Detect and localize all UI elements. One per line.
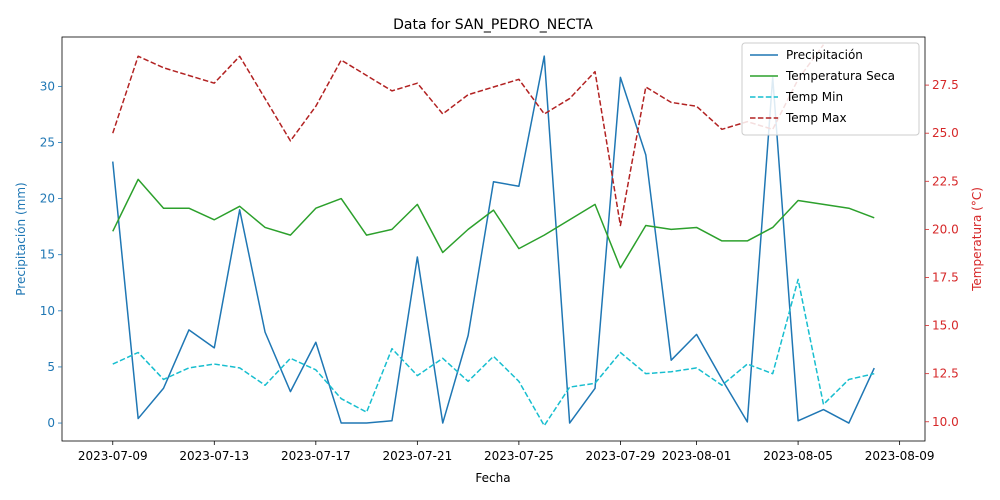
- series-line-1: [112, 178, 875, 269]
- y-right-tick-label: 20.0: [932, 222, 959, 236]
- y-left-tick-label: 25: [40, 135, 55, 149]
- x-tick-label: 2023-07-13: [179, 449, 249, 463]
- legend: Precipitación Temperatura Seca Temp Min Tem…: [741, 42, 920, 136]
- plot-area: 2023-07-09 2023-07-13 2023-07-17 2023-07-21…: [40, 36, 959, 463]
- y-right-tick-label: 25.0: [932, 126, 959, 140]
- y-right-tick-label: 15.0: [932, 319, 959, 333]
- y-right-tick-label: 22.5: [932, 174, 959, 188]
- y-left-tick-label: 5: [47, 360, 55, 374]
- y-left-tick-label: 20: [40, 192, 55, 206]
- series-line-3: [112, 44, 825, 227]
- x-axis-title: Fecha: [475, 471, 510, 485]
- x-tick-label: 2023-07-25: [484, 449, 554, 463]
- legend-box: [741, 42, 920, 136]
- x-tick-label: 2023-08-09: [865, 449, 935, 463]
- x-tick-label: 2023-08-05: [763, 449, 833, 463]
- legend-label-0: Precipitación: [786, 48, 863, 62]
- y-right-tick-label: 12.5: [932, 367, 959, 381]
- y-axis-right-title: Temperatura (°C): [970, 187, 984, 292]
- x-tick-label: 2023-08-01: [662, 449, 732, 463]
- x-tick-label: 2023-07-09: [78, 449, 148, 463]
- legend-label-1: Temperatura Seca: [785, 69, 895, 83]
- series-line-2: [112, 278, 875, 427]
- y-right-tick-label: 17.5: [932, 270, 959, 284]
- legend-label-3: Temp Max: [785, 111, 847, 125]
- y-left-tick-label: 15: [40, 248, 55, 262]
- plot-frame: [61, 36, 926, 442]
- series-line-0: [112, 55, 875, 424]
- x-tick-label: 2023-07-17: [281, 449, 351, 463]
- legend-label-2: Temp Min: [785, 90, 843, 104]
- y-left-tick-label: 10: [40, 304, 55, 318]
- y-left-tick-label: 30: [40, 79, 55, 93]
- y-right-tick-label: 10.0: [932, 415, 959, 429]
- y-left-tick-label: 0: [47, 416, 55, 430]
- x-tick-label: 2023-07-29: [586, 449, 656, 463]
- y-axis-left-title: Precipitación (mm): [14, 182, 28, 295]
- chart-title: Data for SAN_PEDRO_NECTA: [393, 17, 593, 33]
- y-right-tick-label: 27.5: [932, 78, 959, 92]
- x-tick-label: 2023-07-21: [382, 449, 452, 463]
